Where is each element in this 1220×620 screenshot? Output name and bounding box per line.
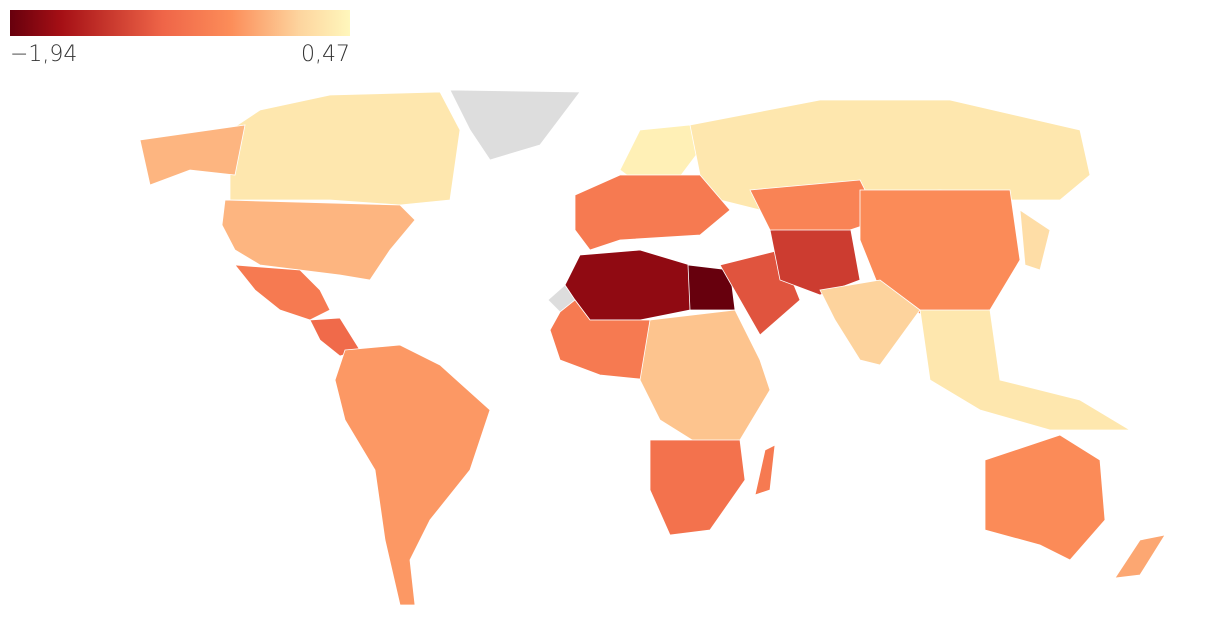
region <box>639 309 771 446</box>
region <box>234 264 331 321</box>
region <box>1019 209 1051 271</box>
region <box>649 439 746 536</box>
region <box>754 444 776 496</box>
region <box>984 434 1106 561</box>
no-data-region <box>449 89 581 161</box>
region <box>919 309 1132 431</box>
region <box>574 174 731 251</box>
region <box>229 91 461 206</box>
legend-gradient <box>10 10 350 36</box>
legend-min-label: −1,94 <box>10 42 77 67</box>
legend-max-label: 0,47 <box>301 42 350 67</box>
region <box>819 279 921 366</box>
region <box>221 199 416 281</box>
region <box>334 344 491 606</box>
region <box>139 124 246 186</box>
region <box>564 249 691 321</box>
region <box>1114 534 1166 579</box>
